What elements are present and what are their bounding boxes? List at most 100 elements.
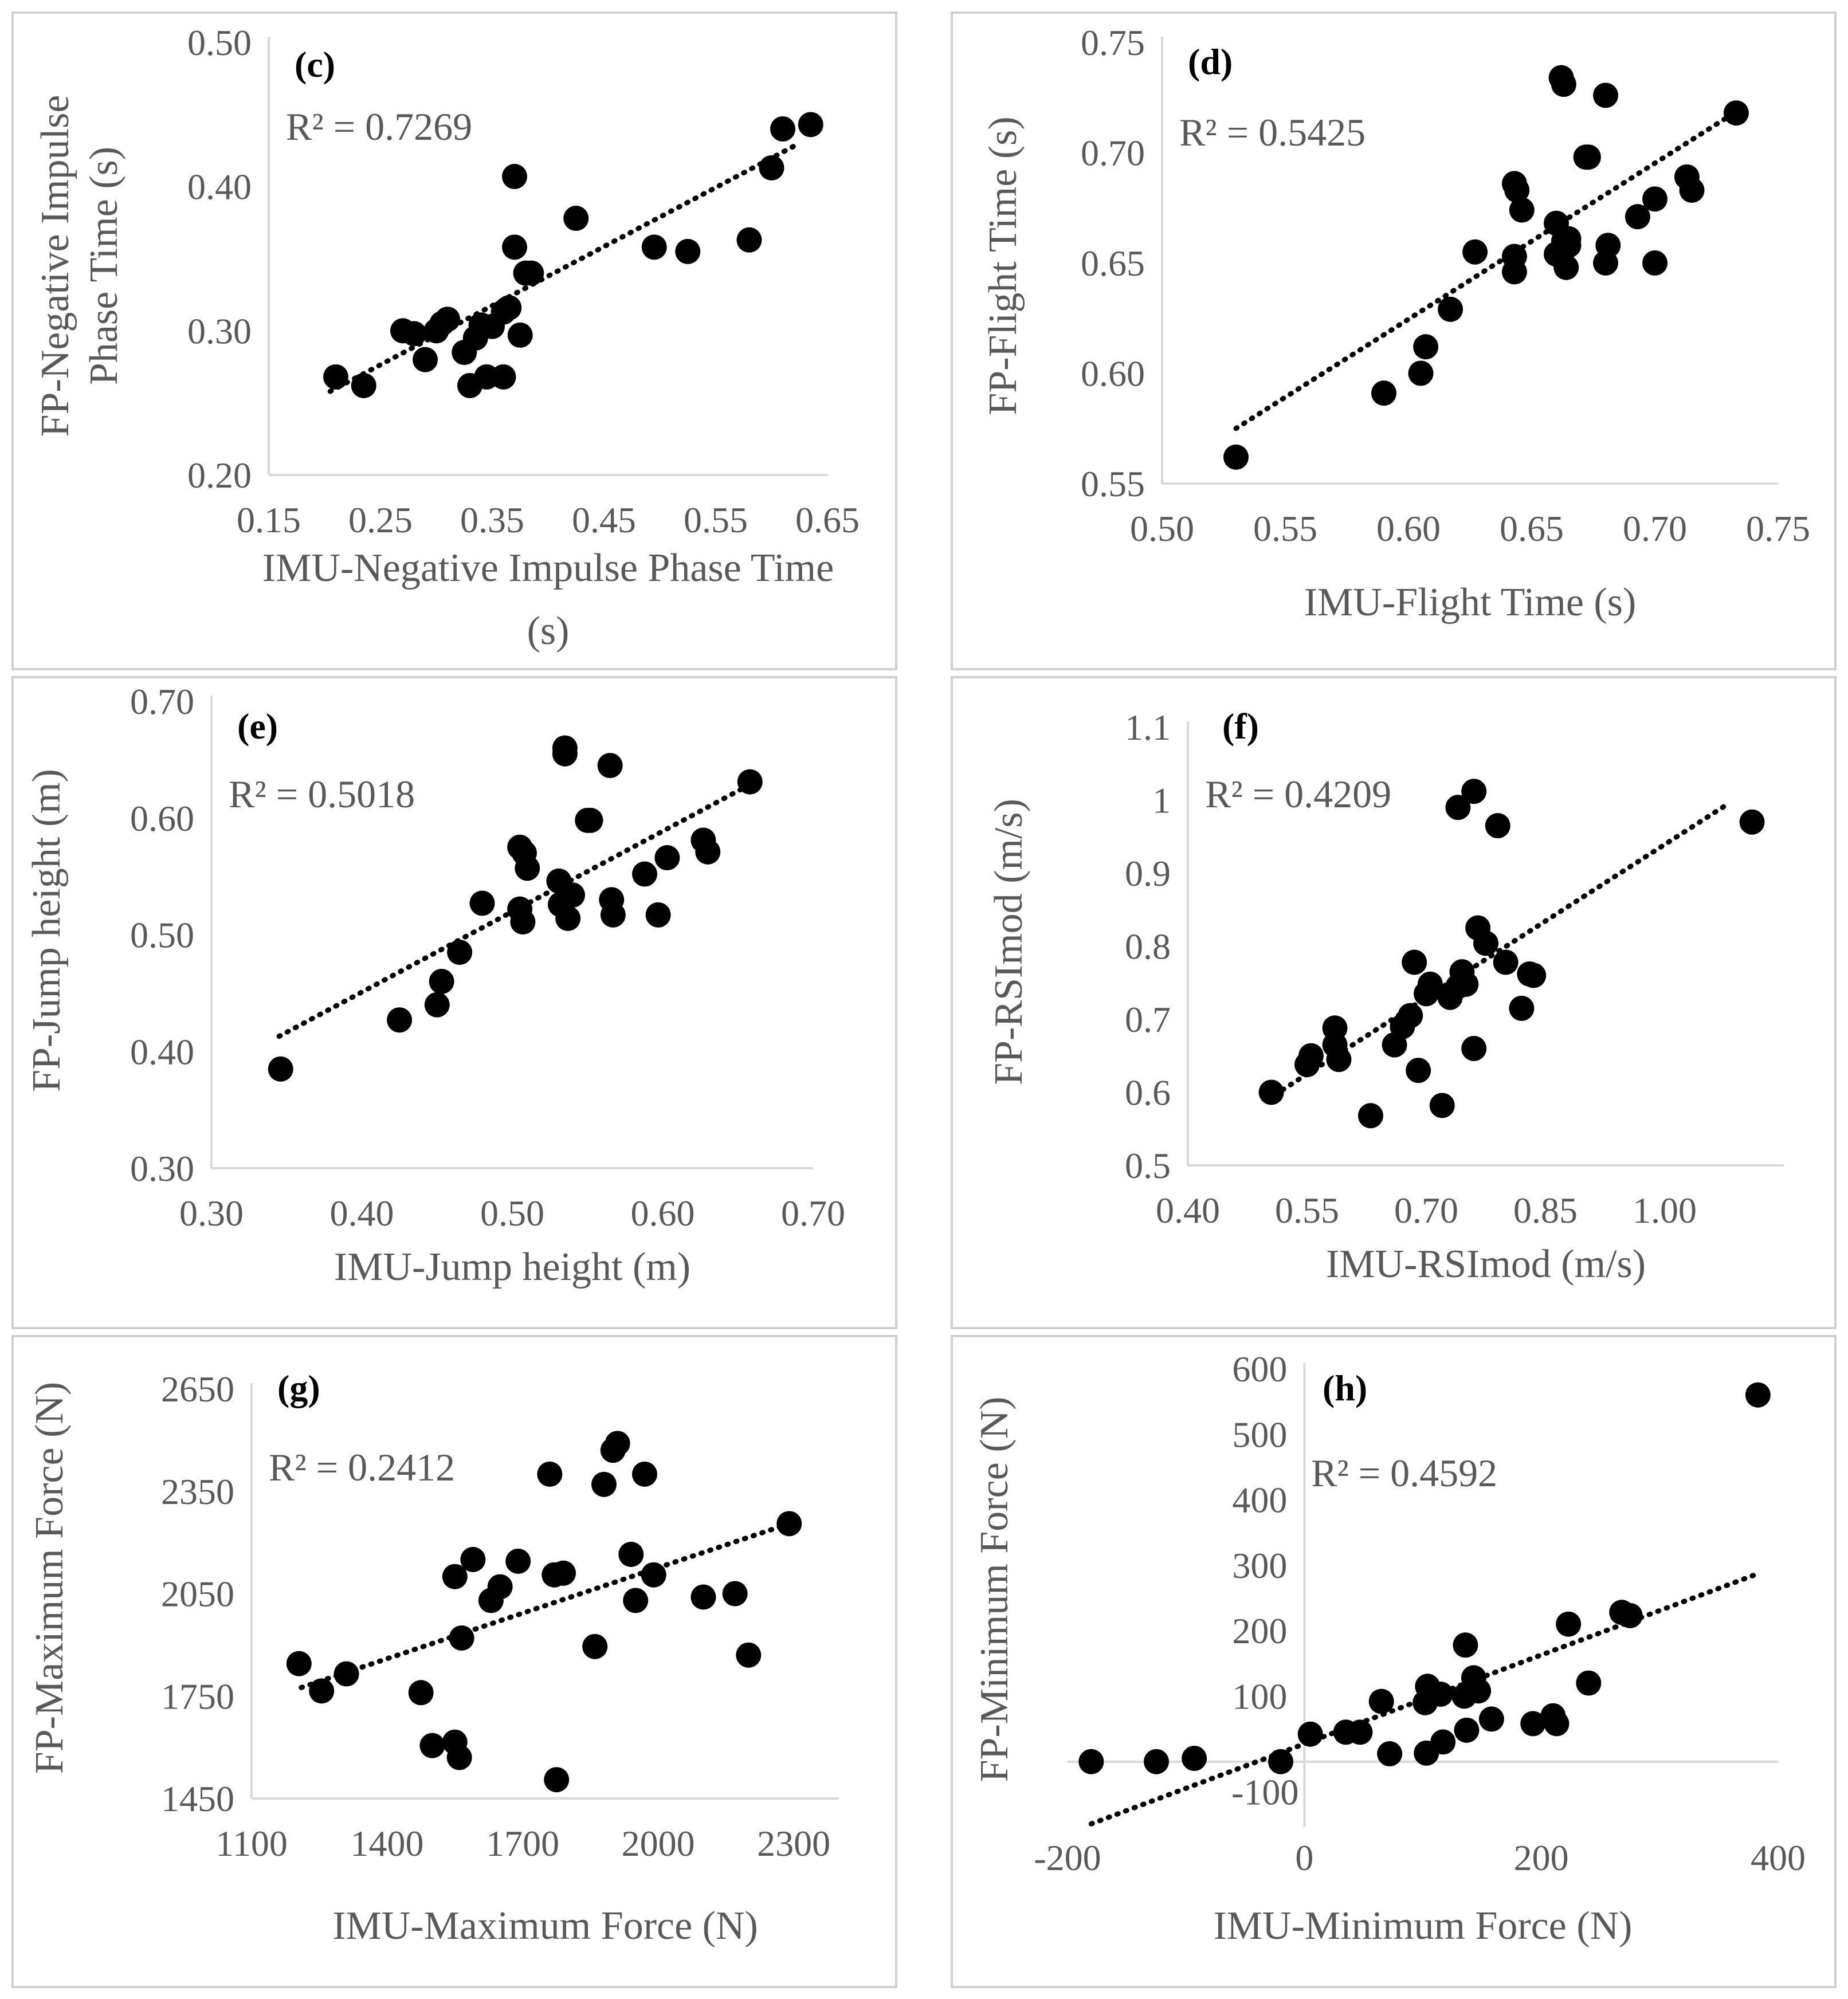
y-tick-label: 0.40 bbox=[130, 1031, 194, 1072]
data-point bbox=[578, 807, 603, 833]
x-tick-label: 0.85 bbox=[1513, 1190, 1578, 1231]
r-squared-label: R² = 0.5018 bbox=[229, 772, 415, 816]
data-point bbox=[1461, 779, 1487, 804]
data-point bbox=[323, 364, 348, 390]
chart-panel-d: 0.50 0.55 0.60 0.65 0.70 0.75 0.55 0.60 0.65 0.70… bbox=[951, 11, 1837, 670]
x-tick-label: 0.55 bbox=[1275, 1190, 1339, 1231]
x-tick-label: 400 bbox=[1751, 1837, 1806, 1878]
y-tick-label: 0.65 bbox=[1081, 243, 1145, 284]
y-tick-label: 0.7 bbox=[1125, 999, 1171, 1040]
data-point bbox=[401, 321, 427, 347]
data-point bbox=[491, 364, 516, 390]
chart-panel-c: 0.15 0.25 0.35 0.45 0.55 0.65 0.20 0.30 0.40 0.50… bbox=[11, 11, 897, 670]
data-point bbox=[641, 1562, 666, 1588]
x-tick-label: 0.35 bbox=[460, 500, 524, 540]
panel-label: (g) bbox=[277, 1368, 320, 1408]
x-tick-label: 0.70 bbox=[1623, 508, 1687, 549]
data-point bbox=[1466, 1678, 1492, 1704]
data-point bbox=[1493, 949, 1519, 975]
data-point bbox=[1595, 233, 1621, 258]
data-point bbox=[1679, 177, 1705, 203]
y-tick-label: 0.30 bbox=[187, 311, 252, 351]
data-point bbox=[429, 969, 454, 994]
data-point bbox=[1347, 1719, 1373, 1745]
data-point bbox=[560, 882, 585, 908]
data-point bbox=[1445, 795, 1471, 820]
y-axis-title: FP-Flight Time (s) bbox=[981, 116, 1025, 415]
data-point bbox=[1739, 809, 1765, 835]
y-tick-label: 200 bbox=[1232, 1611, 1287, 1651]
x-axis-title: (s) bbox=[527, 609, 570, 653]
y-tick-label: 0.50 bbox=[187, 22, 252, 63]
data-point bbox=[759, 155, 784, 180]
data-point bbox=[1454, 1717, 1480, 1743]
x-tick-label: 1.00 bbox=[1633, 1190, 1697, 1231]
data-point bbox=[1642, 250, 1667, 276]
data-point bbox=[1144, 1749, 1169, 1774]
data-point bbox=[351, 372, 376, 398]
y-tick-label: 500 bbox=[1232, 1414, 1287, 1455]
data-point bbox=[1377, 1741, 1403, 1766]
x-tick-label: 0.75 bbox=[1746, 508, 1810, 549]
x-tick-label: 0.50 bbox=[480, 1193, 544, 1234]
y-tick-label: 0.60 bbox=[130, 798, 194, 839]
data-point bbox=[690, 1584, 716, 1610]
data-point bbox=[591, 1471, 617, 1497]
data-point bbox=[1398, 1003, 1423, 1028]
data-point bbox=[387, 1007, 413, 1033]
data-point bbox=[544, 1767, 570, 1793]
chart-panel-g: 1100 1400 1700 2000 2300 1450 1750 2050 2350 2650… bbox=[11, 1335, 897, 1988]
x-tick-label: 2000 bbox=[622, 1823, 695, 1864]
scatter-chart-g: 1100 1400 1700 2000 2300 1450 1750 2050 2350 2650… bbox=[28, 1368, 839, 1948]
data-point bbox=[654, 845, 680, 871]
x-tick-label: 1100 bbox=[215, 1823, 288, 1864]
x-axis-title: IMU-Jump height (m) bbox=[334, 1245, 690, 1289]
x-tick-label: 0.50 bbox=[1130, 508, 1194, 549]
x-tick-label: 1700 bbox=[486, 1823, 559, 1864]
y-tick-label: 0.8 bbox=[1125, 926, 1171, 967]
y-tick-label: 0.30 bbox=[130, 1148, 194, 1189]
data-point bbox=[1429, 1093, 1455, 1118]
y-tick-label: 0.20 bbox=[187, 455, 252, 496]
data-point bbox=[1485, 813, 1510, 839]
y-tick-label: 2350 bbox=[161, 1471, 234, 1512]
x-tick-label: 0.60 bbox=[1376, 508, 1441, 549]
data-point bbox=[1509, 197, 1535, 223]
chart-panel-f: 0.40 0.55 0.70 0.85 1.00 0.5 0.6 0.7 0.8 0.9 1 1.1 I… bbox=[951, 676, 1837, 1329]
data-point bbox=[597, 753, 623, 779]
trendline bbox=[327, 143, 797, 394]
x-tick-label: 0.45 bbox=[572, 500, 636, 540]
y-tick-label: 0.6 bbox=[1125, 1073, 1171, 1113]
y-tick-label: 0.70 bbox=[1081, 133, 1145, 174]
y-tick-label: 1750 bbox=[161, 1676, 234, 1717]
data-point bbox=[1402, 949, 1427, 975]
x-axis-title: IMU-Negative Impulse Phase Time bbox=[262, 546, 834, 590]
data-point bbox=[446, 1745, 472, 1770]
data-point bbox=[1417, 971, 1443, 997]
data-point bbox=[600, 902, 626, 928]
r-squared-label: R² = 0.4592 bbox=[1311, 1451, 1497, 1495]
data-point bbox=[442, 1564, 468, 1589]
y-tick-label: 1 bbox=[1152, 780, 1171, 821]
data-point bbox=[776, 1511, 802, 1537]
data-point bbox=[1408, 360, 1434, 386]
data-point bbox=[519, 260, 544, 286]
x-axis-title: IMU-Maximum Force (N) bbox=[332, 1904, 758, 1948]
r-squared-label: R² = 0.5425 bbox=[1179, 111, 1366, 154]
data-point bbox=[1258, 1079, 1284, 1105]
y-tick-label: 2050 bbox=[161, 1574, 234, 1615]
data-point bbox=[1298, 1043, 1324, 1069]
y-tick-label: 0.75 bbox=[1081, 22, 1145, 63]
x-tick-label: 0.70 bbox=[781, 1193, 845, 1234]
data-point bbox=[1575, 144, 1601, 170]
data-point bbox=[469, 890, 495, 916]
data-point bbox=[1326, 1047, 1352, 1073]
data-point bbox=[1297, 1721, 1323, 1747]
data-point bbox=[1504, 177, 1530, 203]
data-point bbox=[551, 1560, 576, 1586]
r-squared-label: R² = 0.7269 bbox=[286, 105, 472, 148]
data-point bbox=[1413, 334, 1439, 360]
x-tick-label: 0.55 bbox=[684, 500, 748, 540]
y-tick-label: 0.60 bbox=[1081, 354, 1145, 394]
panel-label: (h) bbox=[1323, 1368, 1367, 1408]
